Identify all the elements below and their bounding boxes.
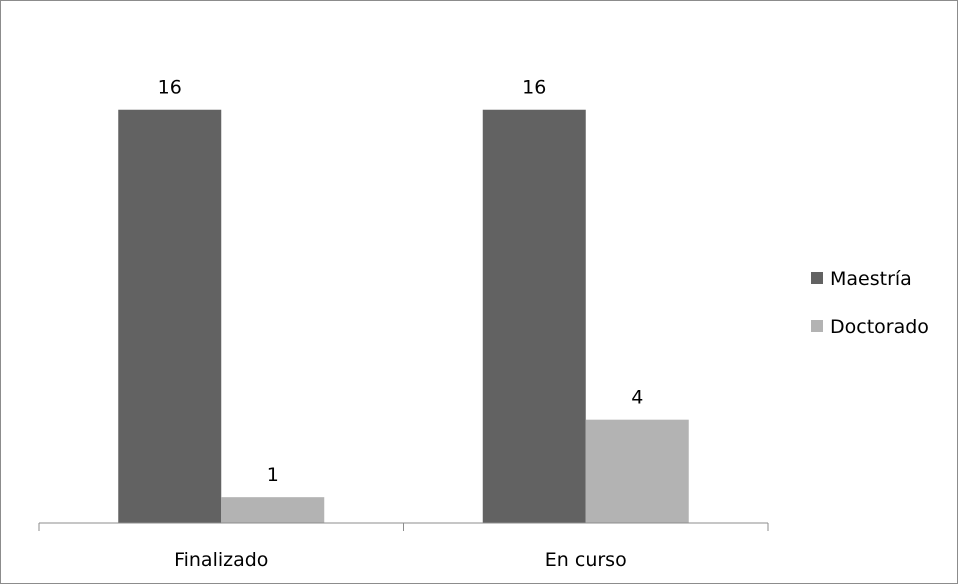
legend-label-doctorado: Doctorado (830, 316, 929, 338)
data-label-doctorado-finalizado: 1 (267, 464, 279, 486)
bar-doctorado-finalizado (221, 497, 325, 523)
bar-maestria-finalizado (118, 109, 222, 523)
bar-doctorado-en-curso (585, 419, 689, 523)
legend-swatch-doctorado (811, 320, 823, 332)
bar-maestria-en-curso (482, 109, 586, 523)
x-axis: Finalizado En curso (38, 522, 769, 571)
data-label-maestria-en-curso: 16 (522, 77, 546, 99)
plot-area: 16 1 16 4 (118, 77, 689, 523)
data-label-maestria-finalizado: 16 (158, 77, 182, 99)
x-tick-label-en-curso: En curso (545, 549, 627, 571)
x-tick-label-finalizado: Finalizado (174, 549, 268, 571)
legend-label-maestria: Maestría (830, 268, 912, 290)
data-label-doctorado-en-curso: 4 (631, 387, 643, 409)
legend: Maestría Doctorado (811, 268, 929, 338)
legend-swatch-maestria (811, 272, 823, 284)
